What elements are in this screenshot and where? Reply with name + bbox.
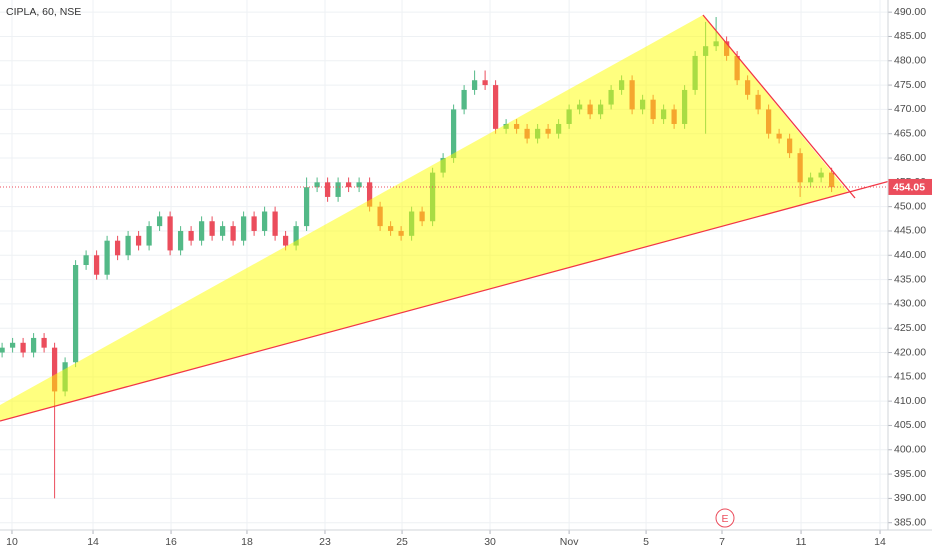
y-tick-label: 465.00 [894, 127, 926, 139]
y-tick-label: 460.00 [894, 152, 926, 164]
x-tick-label: 14 [874, 536, 886, 548]
x-tick-label: 11 [796, 536, 807, 548]
candle-body [9, 342, 16, 348]
x-tick-label: 5 [643, 536, 649, 548]
x-tick-label: 23 [319, 536, 331, 548]
candle-body [30, 337, 37, 353]
candle-body [230, 226, 236, 241]
drawings [0, 14, 891, 422]
y-tick-label: 445.00 [894, 225, 926, 237]
y-tick-label: 450.00 [894, 200, 926, 212]
x-tick-label: Nov [560, 536, 579, 548]
candle-body [0, 347, 5, 353]
y-tick-label: 475.00 [894, 79, 926, 91]
triangle-pattern [0, 15, 848, 421]
x-tick-label: 16 [165, 536, 177, 548]
candle-body [471, 80, 478, 90]
y-tick-label: 440.00 [894, 249, 926, 261]
y-tick-label: 395.00 [894, 468, 926, 480]
x-tick-label: 25 [396, 536, 408, 548]
x-tick-label: 30 [484, 536, 496, 548]
candle-body [188, 230, 194, 241]
candle-body [41, 337, 47, 348]
overlay: 385.00 390.00 395.00 400.00 405.00 410.00 415.… [0, 6, 932, 548]
y-tick-label: 485.00 [894, 30, 926, 42]
candle-body [314, 182, 320, 188]
candle-body [167, 216, 173, 251]
candle-body [93, 255, 100, 275]
candle-body [72, 265, 79, 363]
y-tick-label: 490.00 [894, 6, 926, 18]
y-tick-label: 415.00 [894, 371, 926, 383]
x-tick-label: 14 [87, 536, 99, 548]
candle-body [198, 221, 205, 241]
candle-body [20, 342, 26, 353]
candle-body [83, 255, 89, 265]
candle-body [492, 85, 499, 129]
x-tick-label: 10 [6, 536, 18, 548]
candle-body [125, 235, 131, 256]
y-tick-label: 470.00 [894, 103, 926, 115]
last-price-tag [888, 178, 932, 195]
y-tick-label: 435.00 [894, 273, 926, 285]
candle-body [219, 226, 226, 236]
x-tick-label: 7 [719, 536, 725, 548]
candle-body [240, 216, 247, 241]
y-tick-label: 410.00 [894, 395, 926, 407]
candle-body [251, 216, 257, 231]
y-tick-label: 385.00 [894, 516, 926, 528]
candle-body [282, 235, 289, 246]
y-tick-label: 430.00 [894, 298, 926, 310]
candle-body [135, 235, 142, 246]
x-tick-label: 18 [241, 536, 253, 548]
chart-title: CIPLA, 60, NSE [6, 6, 81, 18]
candle-body [324, 182, 331, 197]
candle-body [450, 109, 457, 159]
candle-body [156, 216, 163, 227]
candle-body [345, 182, 352, 188]
y-tick-label: 480.00 [894, 55, 926, 67]
event-marker[interactable] [715, 508, 735, 528]
candle-body [114, 240, 121, 256]
candle-body [293, 226, 299, 246]
last-price-label: 454.05 [893, 182, 925, 194]
candle-body [261, 211, 268, 231]
y-tick-label: 390.00 [894, 492, 926, 504]
y-tick-label: 400.00 [894, 444, 926, 456]
candle-body [356, 182, 362, 188]
trend-line [0, 180, 891, 422]
y-tick-label: 425.00 [894, 322, 926, 334]
candle-body [146, 226, 152, 246]
candle-body [461, 89, 467, 110]
candle-body [482, 80, 488, 86]
y-tick-label: 405.00 [894, 419, 926, 431]
candle-body [303, 187, 310, 227]
candle-body [51, 347, 58, 392]
y-tick-label: 420.00 [894, 346, 926, 358]
candle-body [335, 182, 341, 197]
candle-body [177, 230, 184, 251]
candle-body [104, 240, 110, 275]
candle-body [272, 211, 278, 236]
trend-line [702, 14, 856, 199]
candle-body [366, 182, 373, 207]
candle-body [209, 221, 215, 236]
event-marker-label[interactable]: E [721, 513, 728, 525]
